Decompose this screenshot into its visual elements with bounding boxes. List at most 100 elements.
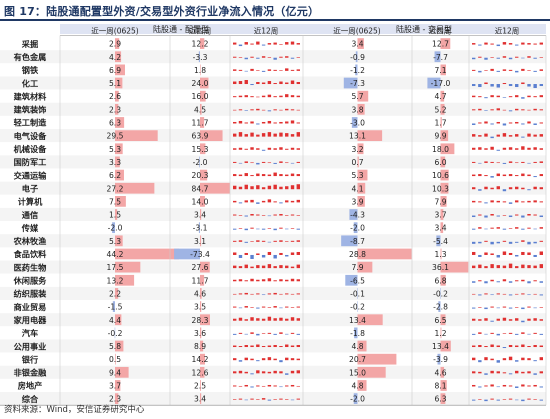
sparkline-bar xyxy=(533,147,537,150)
sparkline-bar xyxy=(256,333,260,336)
column-header: 近一周(0625) xyxy=(333,26,381,36)
sparkline-bar xyxy=(261,254,266,258)
sparkline-bar xyxy=(490,200,494,203)
value-label: 2.3 xyxy=(109,105,121,114)
data-bar xyxy=(357,301,358,312)
sparkline-bar xyxy=(484,97,488,99)
sparkline-bar xyxy=(290,240,295,242)
value-label: 3.7 xyxy=(109,382,121,391)
data-bar xyxy=(200,169,208,181)
sparkline-bar xyxy=(250,254,254,259)
sparkline-bar xyxy=(502,265,507,269)
sparkline-bar xyxy=(533,307,537,309)
sparkline-bar xyxy=(279,398,283,400)
sparkline-bar xyxy=(250,109,254,111)
data-bar xyxy=(353,393,358,404)
sparkline-bar xyxy=(238,332,243,334)
sparkline-bar xyxy=(533,96,537,98)
sparkline-bar xyxy=(484,357,488,361)
sparkline-bar xyxy=(533,254,537,257)
sparkline-bar xyxy=(233,252,237,255)
data-bar xyxy=(357,314,383,326)
value-label: 12.2 xyxy=(192,40,209,49)
sparkline-bar xyxy=(521,332,525,334)
sparkline-bar xyxy=(279,386,283,388)
industry-label: 银行 xyxy=(21,354,38,364)
sparkline-bar xyxy=(273,201,277,203)
value-label: -1.5 xyxy=(108,303,123,312)
sparkline-bar xyxy=(296,82,300,85)
value-label: -4.3 xyxy=(350,211,365,220)
sparkline-bar xyxy=(261,318,266,321)
sparkline-bar xyxy=(290,95,295,98)
sparkline-bar xyxy=(273,292,277,295)
sparkline-bar xyxy=(508,332,513,334)
sparkline-bar xyxy=(539,345,543,348)
sparkline-bar xyxy=(527,147,531,150)
sparkline-bar xyxy=(490,57,494,58)
sparkline-bar xyxy=(496,162,500,164)
sparkline-bar xyxy=(285,279,289,282)
table-row xyxy=(0,207,546,222)
sparkline-bar xyxy=(472,241,476,244)
sparkline-bar xyxy=(478,227,482,229)
value-label: 0.7 xyxy=(351,158,363,167)
table-row xyxy=(0,76,546,90)
sparkline-bar xyxy=(539,227,543,229)
sparkline-bar xyxy=(285,265,289,269)
sparkline-bar xyxy=(261,149,266,151)
value-label: -2.0 xyxy=(350,395,365,404)
sparkline-bar xyxy=(296,184,300,190)
data-bar xyxy=(200,366,205,378)
data-bar xyxy=(115,380,121,391)
data-bar xyxy=(440,288,441,299)
sparkline-bar xyxy=(527,95,531,98)
sparkline-bar xyxy=(508,252,513,255)
figure-title: 图 17：陆股通配置型外资/交易型外资行业净流入情况（亿元） xyxy=(4,5,320,18)
sparkline-bar xyxy=(533,186,537,190)
sparkline-bar xyxy=(472,134,476,137)
value-label: -17.0 xyxy=(431,79,451,88)
sparkline-bar xyxy=(502,162,507,164)
sparkline-bar xyxy=(533,399,537,400)
sparkline-bar xyxy=(250,121,254,124)
sparkline-bar xyxy=(273,69,277,71)
sparkline-bar xyxy=(527,265,531,269)
sparkline-bar xyxy=(490,306,494,308)
industry-label: 休闲服务 xyxy=(13,276,48,286)
sparkline-bar xyxy=(478,332,482,334)
sparkline-bar xyxy=(256,173,260,177)
sparkline-bar xyxy=(521,293,525,295)
column-header: 近12周 xyxy=(254,26,279,36)
sparkline-bar xyxy=(502,240,507,242)
sparkline-bar xyxy=(515,148,519,150)
value-label: 4.1 xyxy=(351,184,363,193)
sparkline-bar xyxy=(515,214,519,216)
sparkline-bar xyxy=(472,333,476,335)
table-row xyxy=(0,326,546,340)
sparkline-bar xyxy=(273,133,277,137)
sparkline-bar xyxy=(490,264,494,269)
sparkline-bar xyxy=(484,228,488,230)
sparkline-bar xyxy=(484,175,488,177)
sparkline-bar xyxy=(273,162,277,164)
sparkline-bar xyxy=(472,161,476,163)
sparkline-bar xyxy=(496,254,500,258)
sparkline-bar xyxy=(508,84,513,87)
data-bar xyxy=(357,38,364,49)
sparkline-bar xyxy=(521,57,525,59)
sparkline-bar xyxy=(273,172,277,177)
sparkline-bar xyxy=(285,344,289,348)
value-label: -0.2 xyxy=(350,303,365,312)
sparkline-bar xyxy=(539,187,543,190)
data-bar xyxy=(440,366,445,378)
data-bar xyxy=(440,222,444,234)
value-label: 6.5 xyxy=(434,316,446,325)
sparkline-bar xyxy=(527,70,531,71)
sparkline-bar xyxy=(296,95,300,98)
sparkline-bar xyxy=(496,318,500,321)
sparkline-bar xyxy=(515,280,519,282)
sparkline-bar xyxy=(508,57,513,60)
value-label: 17.5 xyxy=(107,263,124,272)
sparkline-bar xyxy=(533,280,537,282)
